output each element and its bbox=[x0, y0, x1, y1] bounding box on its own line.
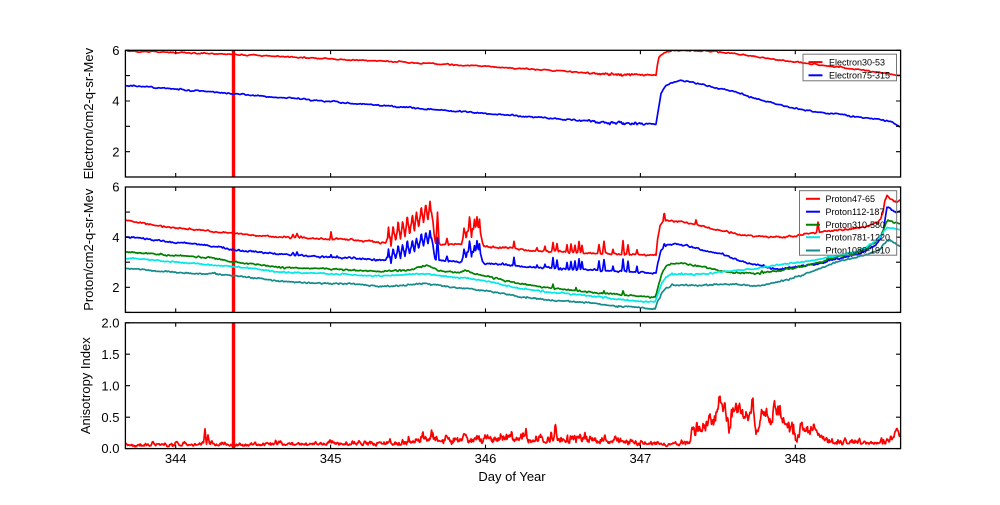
svg-text:4: 4 bbox=[112, 230, 119, 245]
svg-text:345: 345 bbox=[320, 451, 342, 466]
svg-text:Anisotropy Index: Anisotropy Index bbox=[78, 337, 93, 434]
svg-text:Proton47-65: Proton47-65 bbox=[826, 194, 876, 204]
svg-text:1.5: 1.5 bbox=[101, 347, 119, 362]
svg-text:2: 2 bbox=[112, 280, 119, 295]
svg-text:Electron75-315: Electron75-315 bbox=[829, 71, 890, 81]
svg-text:2: 2 bbox=[112, 144, 119, 159]
svg-text:344: 344 bbox=[165, 451, 187, 466]
svg-text:348: 348 bbox=[784, 451, 806, 466]
svg-text:2.0: 2.0 bbox=[101, 315, 119, 330]
svg-text:347: 347 bbox=[630, 451, 652, 466]
svg-text:1.0: 1.0 bbox=[101, 378, 119, 393]
svg-text:Electron30-53: Electron30-53 bbox=[829, 57, 885, 67]
svg-text:346: 346 bbox=[475, 451, 497, 466]
svg-text:Prton1080-1910: Prton1080-1910 bbox=[826, 246, 891, 256]
svg-text:Electron/cm2-q-sr-Mev: Electron/cm2-q-sr-Mev bbox=[81, 47, 96, 179]
svg-text:0.5: 0.5 bbox=[101, 410, 119, 425]
svg-text:Proton781-1220: Proton781-1220 bbox=[826, 232, 891, 242]
svg-text:Proton112-187: Proton112-187 bbox=[826, 207, 885, 217]
svg-text:6: 6 bbox=[112, 180, 119, 195]
svg-text:Proton310-580: Proton310-580 bbox=[826, 220, 886, 230]
svg-text:Day of Year: Day of Year bbox=[478, 469, 546, 484]
svg-text:4: 4 bbox=[112, 94, 119, 109]
svg-text:0.0: 0.0 bbox=[101, 441, 119, 456]
svg-text:6: 6 bbox=[112, 43, 119, 58]
svg-text:Proton/cm2-q-sr-Mev: Proton/cm2-q-sr-Mev bbox=[81, 188, 96, 311]
